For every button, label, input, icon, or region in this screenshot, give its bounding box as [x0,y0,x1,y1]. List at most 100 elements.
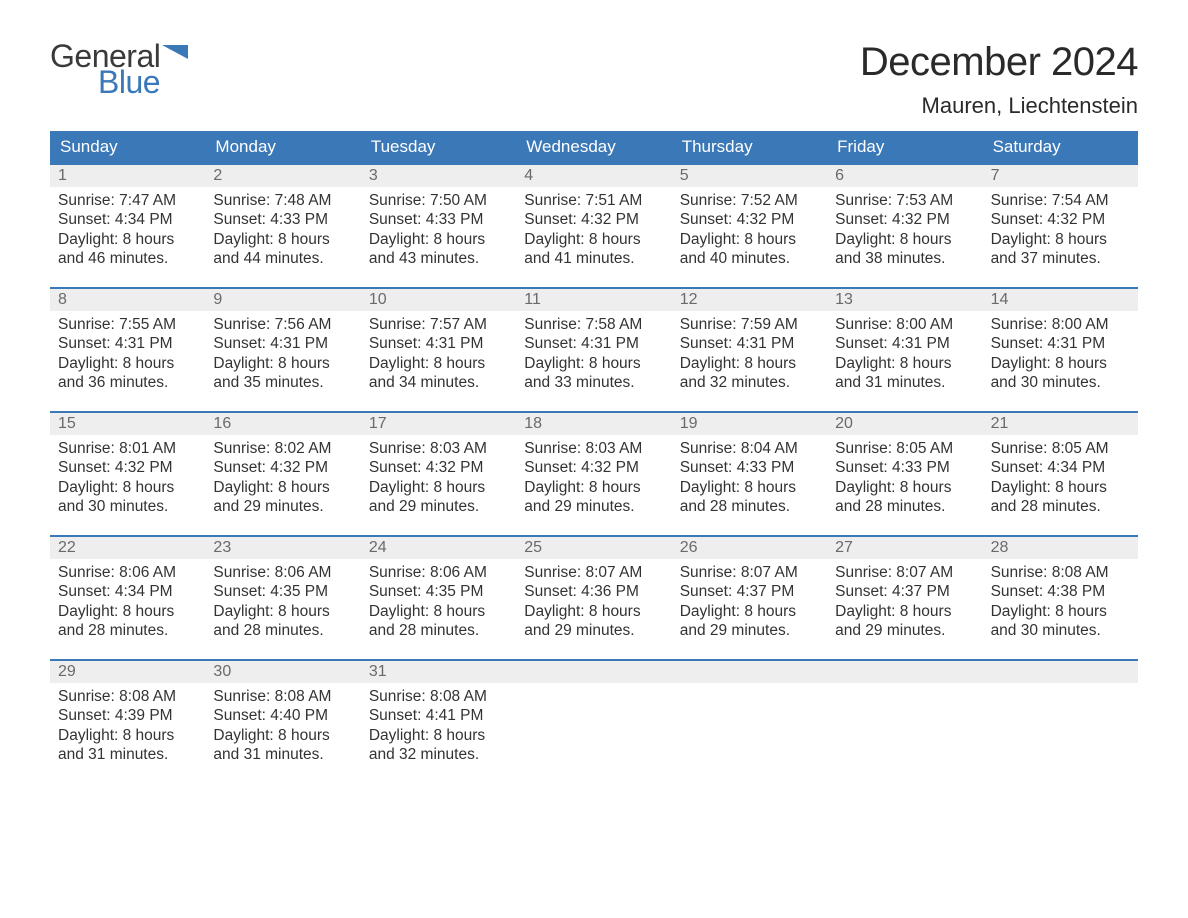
calendar-day: 26Sunrise: 8:07 AMSunset: 4:37 PMDayligh… [672,537,827,659]
sunrise-line: Sunrise: 8:08 AM [58,687,197,706]
daylight-line: Daylight: 8 hours and 35 minutes. [213,354,352,393]
day-details: Sunrise: 7:53 AMSunset: 4:32 PMDaylight:… [827,187,982,277]
calendar-day: 21Sunrise: 8:05 AMSunset: 4:34 PMDayligh… [983,413,1138,535]
sunrise-line: Sunrise: 8:06 AM [369,563,508,582]
sunrise-line: Sunrise: 8:00 AM [835,315,974,334]
calendar-week: 15Sunrise: 8:01 AMSunset: 4:32 PMDayligh… [50,411,1138,535]
sunset-line: Sunset: 4:38 PM [991,582,1130,601]
sunset-line: Sunset: 4:33 PM [369,210,508,229]
daylight-line: Daylight: 8 hours and 29 minutes. [369,478,508,517]
daylight-line: Daylight: 8 hours and 32 minutes. [680,354,819,393]
sunrise-line: Sunrise: 8:06 AM [213,563,352,582]
day-details: Sunrise: 8:07 AMSunset: 4:37 PMDaylight:… [827,559,982,649]
daylight-line: Daylight: 8 hours and 29 minutes. [835,602,974,641]
sunrise-line: Sunrise: 7:54 AM [991,191,1130,210]
sunset-line: Sunset: 4:32 PM [524,210,663,229]
day-details: Sunrise: 7:59 AMSunset: 4:31 PMDaylight:… [672,311,827,401]
sunset-line: Sunset: 4:31 PM [835,334,974,353]
day-number: 14 [983,289,1138,311]
sunrise-line: Sunrise: 7:52 AM [680,191,819,210]
sunset-line: Sunset: 4:34 PM [58,582,197,601]
day-number: 16 [205,413,360,435]
sunrise-line: Sunrise: 8:08 AM [213,687,352,706]
day-number: 2 [205,165,360,187]
calendar-day: 3Sunrise: 7:50 AMSunset: 4:33 PMDaylight… [361,165,516,287]
sunrise-line: Sunrise: 7:48 AM [213,191,352,210]
daylight-line: Daylight: 8 hours and 31 minutes. [213,726,352,765]
calendar-day: 14Sunrise: 8:00 AMSunset: 4:31 PMDayligh… [983,289,1138,411]
daylight-line: Daylight: 8 hours and 30 minutes. [991,354,1130,393]
day-details: Sunrise: 7:56 AMSunset: 4:31 PMDaylight:… [205,311,360,401]
day-number: 4 [516,165,671,187]
day-number: 17 [361,413,516,435]
sunrise-line: Sunrise: 8:06 AM [58,563,197,582]
daylight-line: Daylight: 8 hours and 28 minutes. [58,602,197,641]
calendar-day: 23Sunrise: 8:06 AMSunset: 4:35 PMDayligh… [205,537,360,659]
day-number: 22 [50,537,205,559]
day-number [827,661,982,683]
daylight-line: Daylight: 8 hours and 43 minutes. [369,230,508,269]
day-details: Sunrise: 8:02 AMSunset: 4:32 PMDaylight:… [205,435,360,525]
day-number: 26 [672,537,827,559]
day-details: Sunrise: 8:07 AMSunset: 4:36 PMDaylight:… [516,559,671,649]
day-number: 31 [361,661,516,683]
calendar-day: 11Sunrise: 7:58 AMSunset: 4:31 PMDayligh… [516,289,671,411]
dow-cell: Wednesday [516,131,671,163]
calendar-day [983,661,1138,783]
sunrise-line: Sunrise: 7:47 AM [58,191,197,210]
calendar-day: 28Sunrise: 8:08 AMSunset: 4:38 PMDayligh… [983,537,1138,659]
day-details: Sunrise: 7:54 AMSunset: 4:32 PMDaylight:… [983,187,1138,277]
day-number: 12 [672,289,827,311]
day-details: Sunrise: 7:50 AMSunset: 4:33 PMDaylight:… [361,187,516,277]
sunset-line: Sunset: 4:35 PM [213,582,352,601]
daylight-line: Daylight: 8 hours and 34 minutes. [369,354,508,393]
daylight-line: Daylight: 8 hours and 29 minutes. [680,602,819,641]
day-number: 5 [672,165,827,187]
sunset-line: Sunset: 4:33 PM [835,458,974,477]
calendar-day: 8Sunrise: 7:55 AMSunset: 4:31 PMDaylight… [50,289,205,411]
brand-word-2: Blue [98,66,192,98]
calendar-day [516,661,671,783]
calendar-week: 1Sunrise: 7:47 AMSunset: 4:34 PMDaylight… [50,163,1138,287]
month-title: December 2024 [860,40,1138,85]
sunset-line: Sunset: 4:32 PM [680,210,819,229]
day-number: 7 [983,165,1138,187]
sunrise-line: Sunrise: 8:05 AM [991,439,1130,458]
day-number: 8 [50,289,205,311]
sunrise-line: Sunrise: 7:53 AM [835,191,974,210]
daylight-line: Daylight: 8 hours and 28 minutes. [680,478,819,517]
sunset-line: Sunset: 4:40 PM [213,706,352,725]
day-number: 6 [827,165,982,187]
calendar-day: 24Sunrise: 8:06 AMSunset: 4:35 PMDayligh… [361,537,516,659]
day-details: Sunrise: 7:51 AMSunset: 4:32 PMDaylight:… [516,187,671,277]
sunrise-line: Sunrise: 8:08 AM [369,687,508,706]
calendar-week: 22Sunrise: 8:06 AMSunset: 4:34 PMDayligh… [50,535,1138,659]
sunset-line: Sunset: 4:36 PM [524,582,663,601]
day-number: 27 [827,537,982,559]
calendar-day: 29Sunrise: 8:08 AMSunset: 4:39 PMDayligh… [50,661,205,783]
dow-cell: Tuesday [361,131,516,163]
sunset-line: Sunset: 4:33 PM [213,210,352,229]
daylight-line: Daylight: 8 hours and 40 minutes. [680,230,819,269]
day-details: Sunrise: 8:00 AMSunset: 4:31 PMDaylight:… [983,311,1138,401]
calendar-day: 30Sunrise: 8:08 AMSunset: 4:40 PMDayligh… [205,661,360,783]
calendar-day: 20Sunrise: 8:05 AMSunset: 4:33 PMDayligh… [827,413,982,535]
calendar-day: 17Sunrise: 8:03 AMSunset: 4:32 PMDayligh… [361,413,516,535]
calendar-day: 31Sunrise: 8:08 AMSunset: 4:41 PMDayligh… [361,661,516,783]
day-details: Sunrise: 7:55 AMSunset: 4:31 PMDaylight:… [50,311,205,401]
sunset-line: Sunset: 4:31 PM [58,334,197,353]
day-number: 15 [50,413,205,435]
sunrise-line: Sunrise: 8:00 AM [991,315,1130,334]
sunset-line: Sunset: 4:31 PM [680,334,819,353]
day-number: 13 [827,289,982,311]
calendar-day: 6Sunrise: 7:53 AMSunset: 4:32 PMDaylight… [827,165,982,287]
day-details: Sunrise: 8:01 AMSunset: 4:32 PMDaylight:… [50,435,205,525]
day-of-week-header: SundayMondayTuesdayWednesdayThursdayFrid… [50,131,1138,163]
calendar-day: 15Sunrise: 8:01 AMSunset: 4:32 PMDayligh… [50,413,205,535]
day-details: Sunrise: 8:08 AMSunset: 4:40 PMDaylight:… [205,683,360,773]
calendar-day: 7Sunrise: 7:54 AMSunset: 4:32 PMDaylight… [983,165,1138,287]
daylight-line: Daylight: 8 hours and 28 minutes. [835,478,974,517]
day-details [516,683,671,695]
day-number: 28 [983,537,1138,559]
day-details: Sunrise: 8:03 AMSunset: 4:32 PMDaylight:… [361,435,516,525]
